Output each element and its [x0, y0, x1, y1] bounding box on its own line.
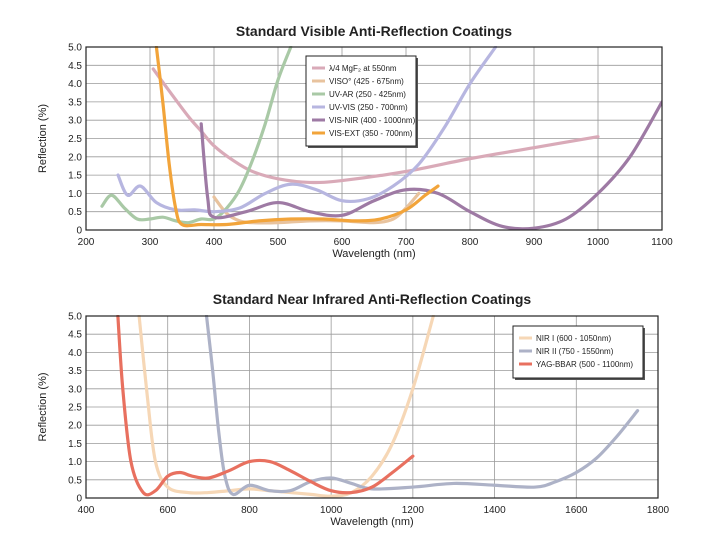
y-axis-label: Reflection (%): [37, 372, 49, 441]
y-tick-label: 4.0: [68, 79, 82, 90]
legend-label: YAG-BBAR (500 - 1100nm): [536, 360, 633, 369]
y-tick-label: 0: [76, 226, 82, 237]
chart-title: Standard Near Infrared Anti-Reflection C…: [213, 291, 532, 307]
series-line: [212, 191, 421, 225]
y-tick-label: 3.0: [68, 116, 82, 127]
y-tick-label: 4.5: [68, 61, 82, 72]
y-tick-label: 1.0: [68, 189, 82, 200]
x-tick-label: 400: [78, 505, 95, 516]
x-tick-label: 1400: [483, 505, 506, 516]
legend-label: NIR I (600 - 1050nm): [536, 334, 611, 343]
legend-label: VIS-EXT (350 - 700nm): [329, 129, 413, 138]
y-tick-label: 1.5: [68, 439, 82, 450]
x-tick-label: 300: [142, 237, 159, 248]
x-tick-label: 700: [398, 237, 415, 248]
y-tick-label: 5.0: [68, 312, 82, 323]
series-line: [154, 46, 440, 228]
y-tick-label: 0.5: [68, 207, 82, 218]
legend: λ/4 MgF₂ at 550nm VISO° (425 - 675nm) UV-A…: [305, 55, 418, 148]
x-tick-label: 1000: [320, 505, 343, 516]
legend-label: UV-AR (250 - 425nm): [329, 90, 406, 99]
y-tick-label: 1.0: [68, 457, 82, 468]
y-tick-label: 4.5: [68, 330, 82, 341]
y-tick-label: 4.0: [68, 348, 82, 359]
y-tick-label: 2.0: [68, 421, 82, 432]
legend-box: [305, 55, 417, 147]
legend-label: VIS-NIR (400 - 1000nm): [329, 116, 416, 125]
series-line: [100, 46, 293, 225]
series-line: [204, 315, 640, 497]
plot-border: [85, 315, 659, 499]
x-tick-label: 1800: [647, 505, 670, 516]
y-tick-label: 0: [76, 494, 82, 505]
y-tick-label: 3.5: [68, 366, 82, 377]
series-line: [116, 46, 498, 214]
x-tick-label: 800: [241, 505, 258, 516]
chart-2: Standard Near Infrared Anti-Reflection C…: [37, 291, 670, 528]
x-tick-label: 1000: [587, 237, 610, 248]
legend: NIR I (600 - 1050nm) NIR II (750 - 1550nm…: [512, 325, 645, 380]
y-tick-label: 0.5: [68, 475, 82, 486]
x-tick-label: 900: [526, 237, 543, 248]
x-tick-label: 1600: [565, 505, 588, 516]
series-line: [199, 100, 662, 230]
series-line: [116, 315, 415, 497]
y-tick-label: 2.0: [68, 152, 82, 163]
legend-label: UV-VIS (250 - 700nm): [329, 103, 408, 112]
x-axis-label: Wavelength (nm): [332, 248, 415, 260]
x-tick-label: 400: [206, 237, 223, 248]
legend-label: λ/4 MgF₂ at 550nm: [329, 64, 397, 73]
x-tick-label: 1100: [651, 237, 673, 248]
x-tick-label: 600: [159, 505, 176, 516]
chart-title: Standard Visible Anti-Reflection Coating…: [236, 23, 512, 39]
y-tick-label: 3.0: [68, 384, 82, 395]
x-tick-label: 500: [270, 237, 287, 248]
x-tick-label: 200: [78, 237, 95, 248]
x-tick-label: 600: [334, 237, 351, 248]
legend-label: NIR II (750 - 1550nm): [536, 347, 614, 356]
series-line: [151, 67, 600, 185]
y-axis-label: Reflection (%): [37, 104, 49, 173]
y-tick-label: 3.5: [68, 97, 82, 108]
y-tick-label: 2.5: [68, 403, 82, 414]
legend-box: [512, 325, 644, 379]
y-tick-label: 5.0: [68, 43, 82, 54]
y-tick-label: 1.5: [68, 171, 82, 182]
legend-label: VISO° (425 - 675nm): [329, 77, 404, 86]
plot-border: [85, 46, 663, 231]
y-tick-label: 2.5: [68, 134, 82, 145]
x-tick-label: 800: [462, 237, 479, 248]
x-tick-label: 1200: [402, 505, 425, 516]
x-axis-label: Wavelength (nm): [330, 516, 413, 528]
chart-1: Standard Visible Anti-Reflection Coating…: [37, 23, 673, 260]
